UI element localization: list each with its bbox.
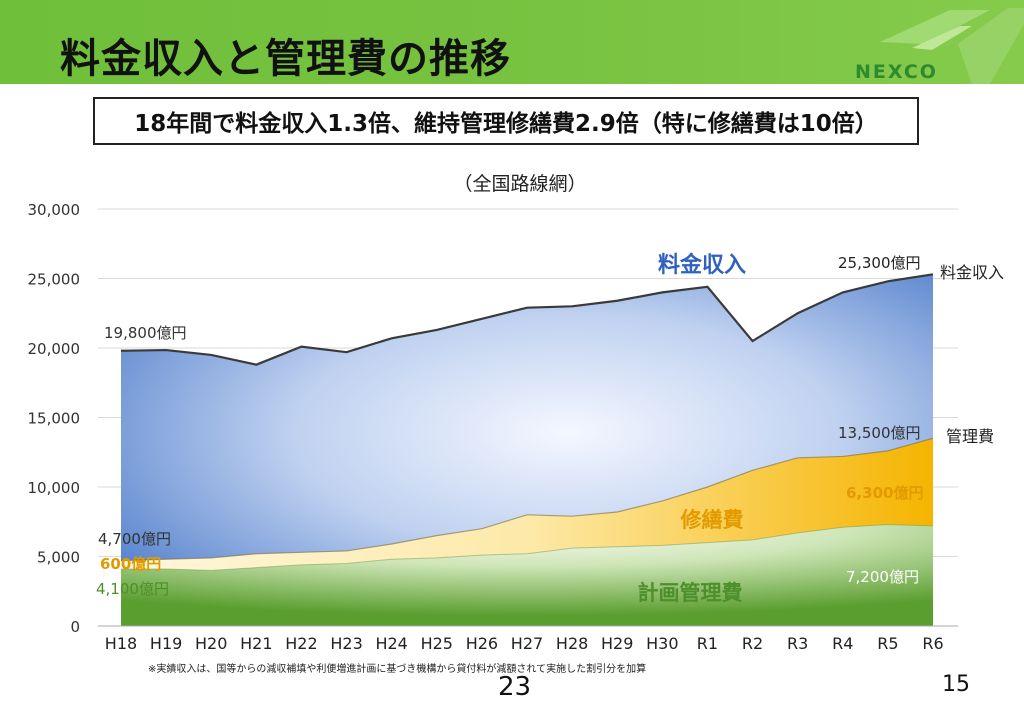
annotation-rev-end: 25,300億円 [838,254,921,272]
x-tick-label: H19 [150,634,182,653]
x-tick-label: R3 [787,634,808,653]
chart-title: （全国路線網） [453,173,586,195]
x-tick-label: R6 [922,634,943,653]
y-tick-label: 25,000 [28,271,81,289]
mgmt-line [121,524,934,571]
annotation-repair-start: 600億円 [100,555,161,573]
page-number-center: 23 [498,672,532,702]
x-tick-label: H25 [421,634,453,653]
right-label-revenue: 料金収入 [940,263,1004,282]
x-tick-label: H24 [375,634,407,653]
x-tick-label: H29 [601,634,633,653]
total-line [120,437,934,562]
mgmt-area [121,524,933,626]
y-tick-label: 5,000 [37,549,80,567]
y-tick-label: 15,000 [28,410,81,428]
x-tick-label: R5 [877,634,898,653]
annotation-rev-start: 19,800億円 [104,324,187,342]
annotation-repair-end: 6,300億円 [846,484,923,502]
y-tick-label: 30,000 [28,201,81,219]
y-tick-label: 10,000 [28,479,81,497]
logo-text: NEXCO [855,61,938,83]
area-label-revenue: 料金収入 [658,252,746,278]
x-tick-label: H21 [240,634,272,653]
header-bar [0,0,1024,84]
y-tick-label: 20,000 [28,340,81,358]
x-tick-label: H26 [466,634,498,653]
annotation-total-end: 13,500億円 [838,424,921,442]
x-tick-label: R2 [742,634,763,653]
annotation-total-start: 4,700億円 [98,530,171,548]
area-label-repair: 修繕費 [680,508,744,532]
subtitle-box: 18年間で料金収入1.3倍、維持管理修繕費2.9倍（特に修繕費は10倍） [93,97,919,145]
nexco-logo-icon [880,8,1024,84]
x-tick-label: H20 [195,634,227,653]
slide-title: 料金収入と管理費の推移 [60,36,511,82]
y-tick-label: 0 [70,618,80,636]
x-tick-label: R1 [697,634,718,653]
annotation-mgmt-end: 7,200億円 [846,568,919,586]
page-number-right: 15 [942,672,970,697]
x-tick-label: H27 [511,634,543,653]
x-tick-label: H28 [556,634,588,653]
area-label-mgmt: 計画管理費 [638,581,743,605]
x-tick-label: H30 [646,634,678,653]
footnote: ※実績収入は、国等からの減収補填や利便増進計画に基づき機構から貸付料が減額されて… [148,664,647,675]
annotation-mgmt-start: 4,100億円 [96,580,169,598]
x-tick-label: H23 [330,634,362,653]
x-tick-label: H22 [285,634,317,653]
revenue-line [120,273,934,366]
x-tick-label: H18 [105,634,137,653]
x-tick-label: R4 [832,634,853,653]
right-label-total: 管理費 [946,427,994,446]
